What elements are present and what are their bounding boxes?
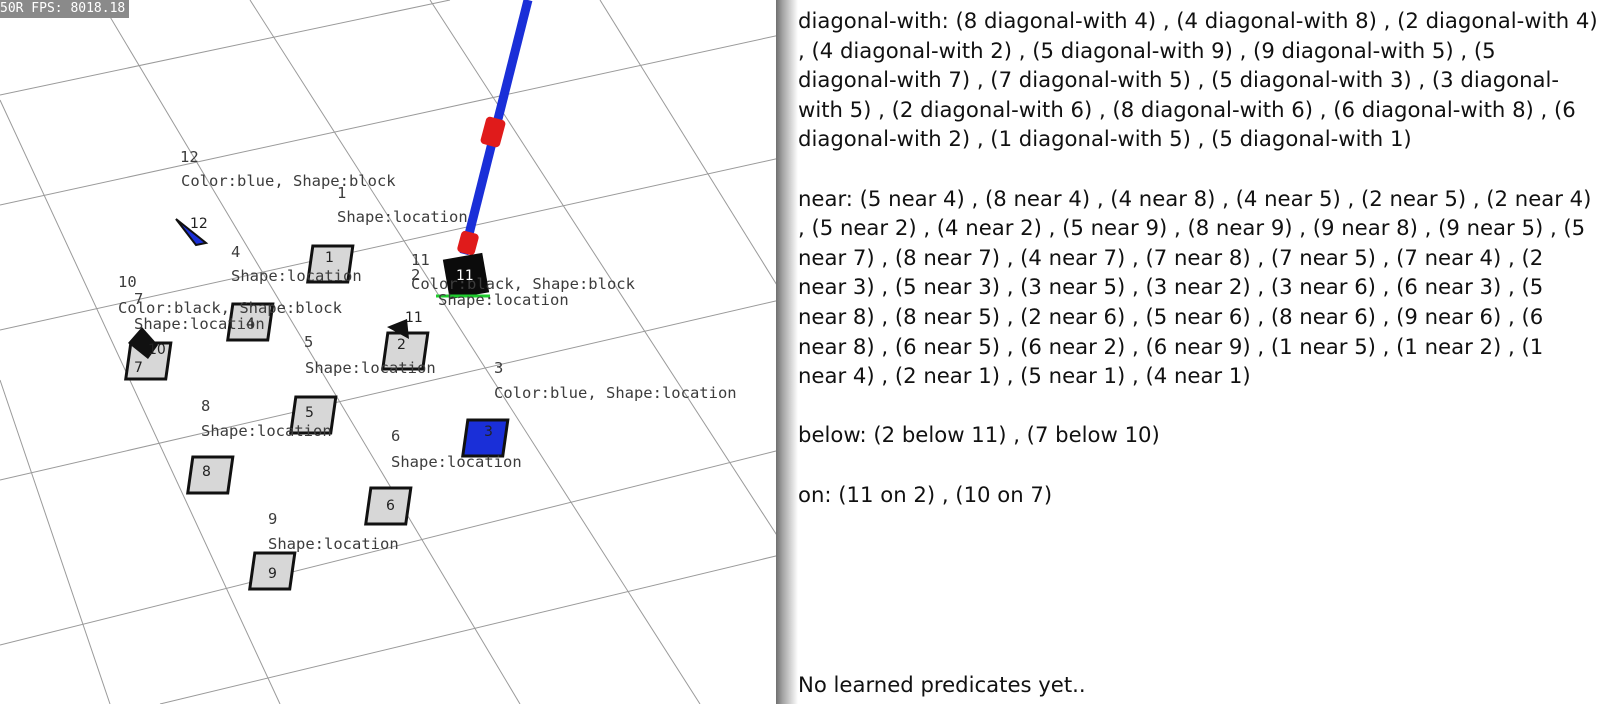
object-marker-label-10: 10 (148, 342, 166, 358)
object-info-9: Shape:location (268, 535, 399, 553)
predicates-panel: diagonal-with: (8 diagonal-with 4) , (4 … (798, 6, 1598, 697)
gripper-label: 11 (456, 268, 474, 284)
object-marker-label-5: 5 (305, 405, 314, 421)
object-marker-label-12: 12 (190, 216, 208, 232)
object-id-6: 6 (391, 427, 401, 445)
object-info-6: Shape:location (391, 453, 522, 471)
object-id-7: 7 (134, 290, 144, 308)
gripper-block (436, 252, 490, 300)
object-info-5: Shape:location (305, 359, 436, 377)
object-id-8: 8 (201, 397, 211, 415)
object-info-2: Shape:location (438, 291, 569, 309)
object-marker-3 (461, 418, 510, 458)
object-marker-label-6: 6 (386, 498, 395, 514)
object-info-11: Color:black, Shape:block (411, 275, 635, 293)
object-id-12: 12 (180, 148, 199, 166)
object-marker-label-11: 11 (405, 310, 423, 326)
object-id-2: 2 (411, 266, 421, 284)
predicate-below: below: (2 below 11) , (7 below 10) (798, 422, 1160, 448)
fps-readout: 50R FPS: 8018.18 (0, 0, 130, 18)
object-marker-5 (289, 395, 338, 435)
object-id-5: 5 (304, 333, 314, 351)
object-marker-4 (226, 302, 275, 342)
object-info-7: Shape:location (134, 315, 265, 333)
object-marker-1 (306, 244, 355, 284)
object-marker-label-8: 8 (202, 464, 211, 480)
object-marker-10 (124, 327, 173, 381)
object-id-4: 4 (231, 243, 241, 261)
object-info-1: Shape:location (337, 208, 468, 226)
object-info-4: Shape:location (231, 267, 362, 285)
object-marker-2 (381, 319, 430, 371)
object-marker-label-7: 7 (134, 360, 143, 376)
object-marker-9 (248, 551, 297, 591)
learned-predicates-status: No learned predicates yet.. (798, 672, 1086, 697)
object-marker-6 (364, 486, 413, 526)
object-marker-label-3: 3 (484, 424, 493, 440)
predicate-on: on: (11 on 2) , (10 on 7) (798, 481, 1053, 507)
object-info-12: Color:blue, Shape:block (181, 172, 396, 190)
object-id-10: 10 (118, 273, 137, 291)
predicate-near: near: (5 near 4) , (8 near 4) , (4 near … (798, 185, 1592, 389)
panel-splitter[interactable] (776, 0, 798, 704)
robot-arm (457, 0, 533, 256)
object-marker-label-2: 2 (397, 337, 406, 353)
object-info-8: Shape:location (201, 422, 332, 440)
object-id-9: 9 (268, 510, 278, 528)
object-marker-label-1: 1 (325, 250, 334, 266)
predicate-diagonal-with: diagonal-with: (8 diagonal-with 4) , (4 … (798, 8, 1598, 152)
object-info-10: Color:black, Shape:block (118, 299, 342, 317)
object-markers (124, 218, 510, 591)
3d-viewport[interactable]: 50R FPS: 8018.18 12 Color:blue, Shape:bl… (0, 0, 792, 704)
scene-canvas[interactable] (0, 0, 792, 704)
ground-grid (0, 0, 781, 704)
object-id-1: 1 (337, 184, 347, 202)
object-marker-label-9: 9 (268, 566, 277, 582)
object-info-3: Color:blue, Shape:location (494, 384, 737, 402)
object-marker-label-4: 4 (246, 316, 255, 332)
object-id-11: 11 (411, 251, 430, 269)
object-marker-12 (175, 218, 209, 247)
object-marker-8 (186, 455, 235, 495)
object-id-3: 3 (494, 359, 504, 377)
